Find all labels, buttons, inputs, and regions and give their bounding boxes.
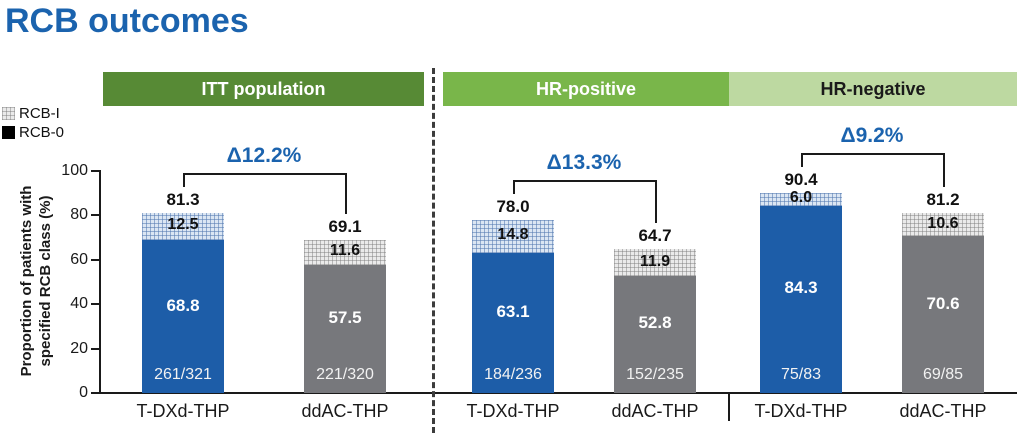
x-axis-line: [99, 392, 1017, 394]
legend-label-rcb1: RCB-I: [19, 105, 60, 122]
legend-item-rcb0: RCB-0: [2, 123, 64, 142]
delta-label-itt-population: Δ12.2%: [226, 143, 302, 167]
y-axis-line: [99, 170, 101, 394]
x-axis-label-ddac-thp: ddAC-THP: [899, 401, 987, 421]
bar-rcb0-segment-hr-positive-t-dxd-thp: [472, 252, 554, 393]
x-axis-label-t-dxd-thp: T-DXd-THP: [136, 401, 230, 421]
bar-rcb0-value-label: 70.6: [926, 293, 960, 313]
bar-fraction-label: 221/320: [316, 366, 374, 383]
bar-rcb1-value-label: 12.5: [167, 216, 199, 234]
bar-total-label: 81.3: [166, 189, 200, 209]
bar-total-label: 81.2: [926, 189, 960, 209]
y-tick-label: 100: [61, 162, 88, 179]
bar-fraction-label: 184/236: [484, 366, 542, 383]
delta-bracket-right-drop: [345, 172, 347, 214]
delta-bracket-right-drop: [943, 152, 945, 187]
delta-bracket-left-drop: [183, 172, 185, 187]
bar-rcb1-value-label: 11.6: [329, 242, 361, 260]
bar-rcb0-value-label: 57.5: [328, 308, 362, 328]
bar-rcb0-segment-hr-negative-t-dxd-thp: [760, 205, 842, 393]
y-tick-label: 40: [70, 295, 88, 313]
bar-rcb1-segment-hr-negative-ddac-thp: [902, 212, 984, 237]
bar-rcb1-segment-itt-population-ddac-thp: [304, 239, 386, 266]
bar-rcb0-segment-itt-population-ddac-thp: [304, 265, 386, 393]
bar-rcb1-value-label: 14.8: [497, 226, 529, 244]
y-tick-mark: [91, 258, 100, 261]
bar-total-label: 90.4: [784, 169, 818, 189]
bar-rcb0-value-label: 63.1: [496, 301, 530, 321]
y-tick-mark: [91, 303, 100, 306]
bar-rcb1-segment-hr-negative-t-dxd-thp: [760, 192, 842, 206]
bar-rcb0-value-label: 68.8: [166, 295, 200, 315]
bar-rcb1-value-label: 10.6: [927, 214, 959, 232]
bar-rcb0-segment-hr-negative-ddac-thp: [902, 236, 984, 393]
panel-header-hr-negative: HR-negative: [729, 72, 1017, 106]
legend-item-rcb1: RCB-I: [2, 104, 64, 123]
y-tick-label: 60: [70, 250, 88, 268]
y-tick-mark: [91, 170, 100, 172]
bar-rcb1-value-label: 6.0: [789, 189, 813, 207]
x-axis-label-t-dxd-thp: T-DXd-THP: [466, 401, 560, 421]
delta-bracket-horizontal: [513, 180, 655, 183]
rcb1-hatch-swatch-icon: [2, 107, 15, 120]
bar-fraction-label: 69/85: [922, 366, 964, 383]
bar-rcb0-value-label: 84.3: [784, 278, 818, 298]
legend: RCB-I RCB-0: [2, 104, 64, 142]
delta-bracket-left-drop: [801, 152, 803, 167]
bar-rcb1-segment-hr-positive-ddac-thp: [614, 249, 696, 276]
x-axis-label-t-dxd-thp: T-DXd-THP: [754, 401, 848, 421]
delta-label-hr-negative: Δ9.2%: [840, 123, 904, 147]
bar-rcb0-segment-hr-positive-ddac-thp: [614, 275, 696, 393]
hr-subgroup-divider-line: [728, 393, 730, 421]
y-tick-label: 80: [70, 206, 88, 224]
bar-total-label: 64.7: [638, 226, 672, 246]
bar-rcb1-value-label: 11.9: [639, 252, 671, 270]
delta-bracket-right-drop: [655, 180, 657, 224]
delta-bracket-horizontal: [801, 152, 943, 155]
bar-rcb1-segment-itt-population-t-dxd-thp: [142, 212, 224, 241]
y-tick-label: 20: [70, 339, 88, 357]
x-axis-label-ddac-thp: ddAC-THP: [301, 401, 389, 421]
delta-bracket-left-drop: [513, 180, 515, 195]
bar-total-label: 69.1: [328, 216, 362, 236]
bar-rcb0-value-label: 52.8: [638, 313, 672, 333]
y-tick-mark: [91, 214, 100, 217]
y-tick-label: 0: [79, 384, 88, 401]
bar-fraction-label: 75/83: [780, 366, 822, 383]
y-tick-mark: [91, 392, 100, 394]
rcb0-solid-swatch-icon: [2, 126, 15, 139]
page-title: RCB outcomes: [5, 2, 249, 40]
delta-label-hr-positive: Δ13.3%: [546, 151, 622, 175]
x-axis-label-ddac-thp: ddAC-THP: [611, 401, 699, 421]
legend-label-rcb0: RCB-0: [19, 124, 65, 141]
panel-separator-dashed-line: [432, 68, 435, 433]
delta-bracket-horizontal: [183, 172, 345, 175]
bar-fraction-label: 261/321: [154, 366, 212, 383]
bar-rcb1-segment-hr-positive-t-dxd-thp: [472, 220, 554, 253]
y-tick-mark: [91, 347, 100, 350]
panel-header-itt-population: ITT population: [103, 72, 424, 106]
bar-rcb0-segment-itt-population-t-dxd-thp: [142, 240, 224, 393]
panel-header-hr-positive: HR-positive: [443, 72, 729, 106]
bar-total-label: 78.0: [496, 197, 530, 217]
y-axis-title-line1: Proportion of patients with: [18, 185, 35, 377]
bar-fraction-label: 152/235: [626, 366, 684, 383]
